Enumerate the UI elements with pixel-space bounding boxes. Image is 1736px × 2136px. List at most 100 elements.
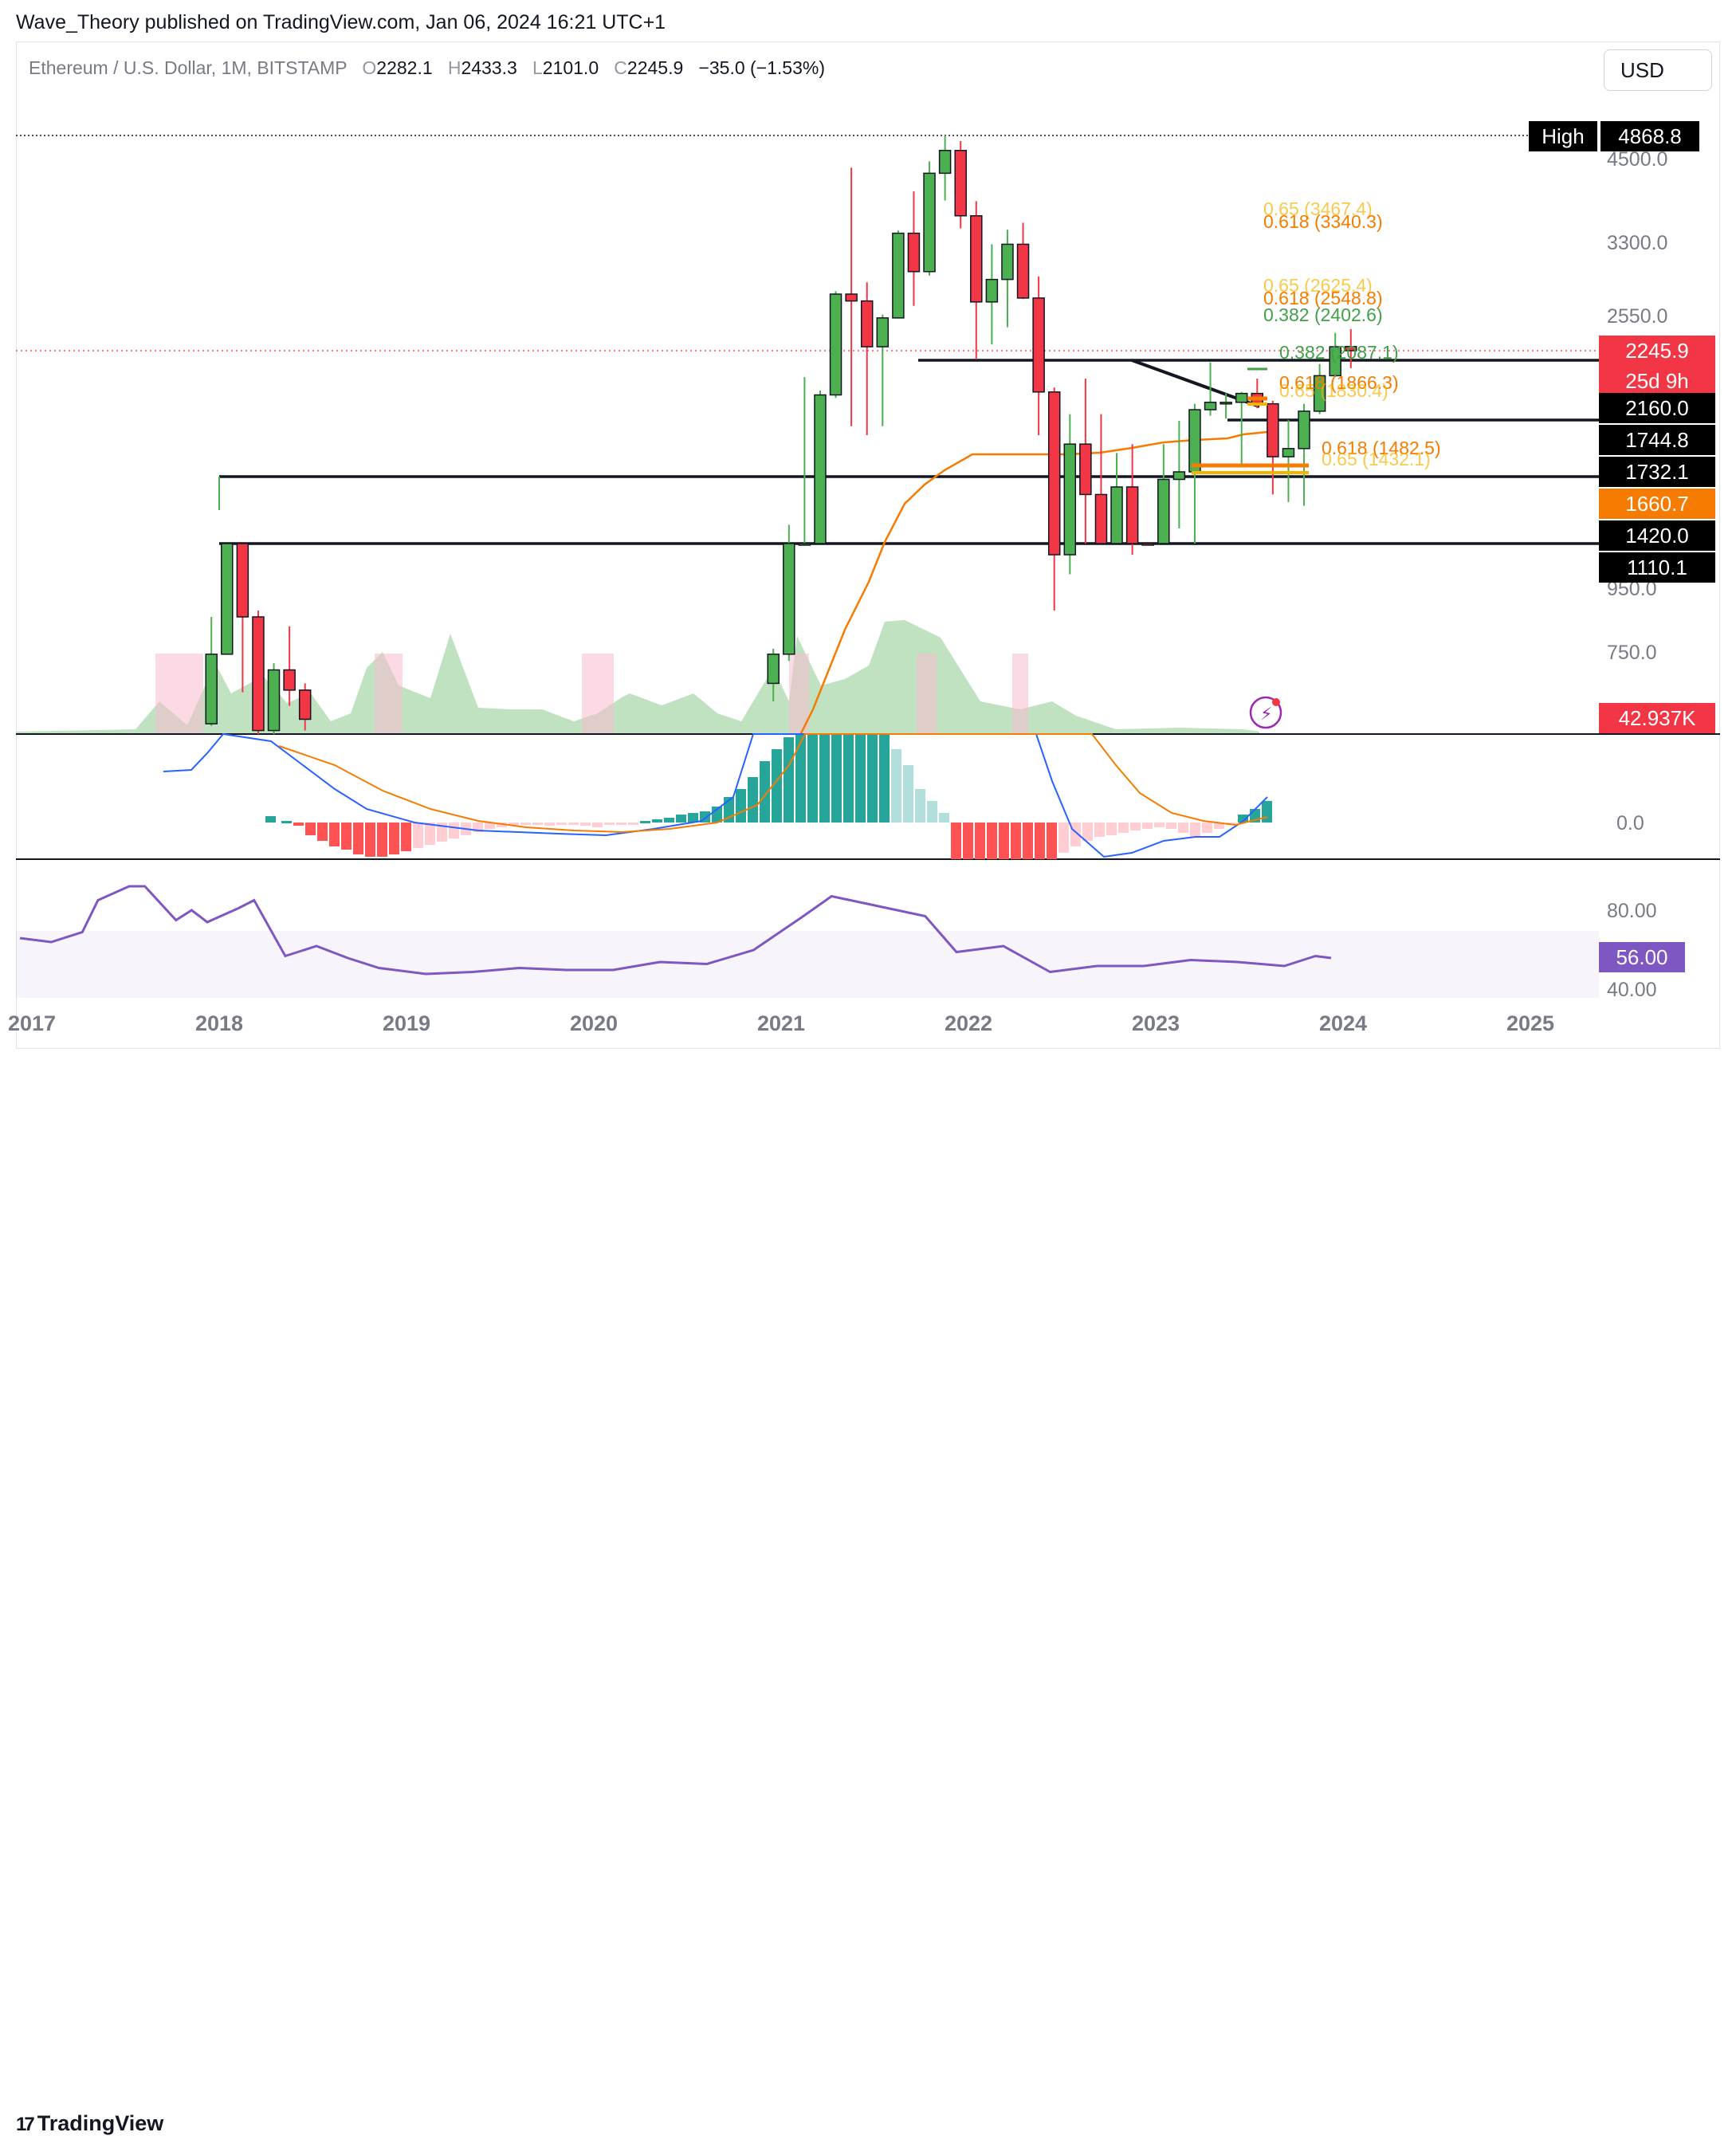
macd-histogram-bar bbox=[1011, 823, 1021, 859]
candle-body bbox=[1157, 478, 1170, 544]
price-badge-bg bbox=[1599, 552, 1715, 583]
macd-histogram-bar bbox=[819, 734, 830, 823]
candle-body bbox=[1001, 243, 1014, 281]
volume-area bbox=[16, 620, 1259, 734]
price-badge-countdown: 25d 9h bbox=[1625, 369, 1689, 393]
candle-body bbox=[1079, 443, 1092, 496]
volume-layer bbox=[16, 620, 1720, 735]
price-badge-text: 1420.0 bbox=[1625, 524, 1689, 548]
volume-down-shade bbox=[582, 654, 614, 734]
price-badge-text: 1110.1 bbox=[1627, 556, 1687, 579]
macd-histogram-bar bbox=[281, 821, 292, 823]
macd-histogram-bar bbox=[1214, 823, 1224, 829]
price-badge-bg bbox=[1599, 425, 1715, 455]
fib-label: 0.382 (2087.1) bbox=[1279, 342, 1399, 363]
macd-histogram-bar bbox=[1023, 823, 1033, 859]
candle-body bbox=[1220, 402, 1232, 405]
macd-histogram-bar bbox=[1118, 823, 1129, 833]
macd-histogram-bar bbox=[544, 823, 555, 826]
open-label: O bbox=[362, 57, 377, 78]
fib-label: 0.65 (1432.1) bbox=[1322, 449, 1431, 469]
time-tick-label: 2024 bbox=[1319, 1011, 1367, 1035]
macd-histogram-bar bbox=[987, 823, 997, 859]
price-tick-label: 3300.0 bbox=[1607, 232, 1667, 254]
candle-body bbox=[876, 317, 890, 347]
volume-down-shade bbox=[789, 654, 809, 734]
symbol-name: Ethereum / U.S. Dollar, 1M, BITSTAMP bbox=[29, 57, 348, 78]
macd-histogram-bar bbox=[1094, 823, 1105, 837]
macd-histogram-bar bbox=[449, 823, 459, 838]
high-badge-value-bg bbox=[1600, 121, 1699, 151]
price-badge-text: 1732.1 bbox=[1625, 460, 1689, 484]
candle-body bbox=[1298, 410, 1310, 450]
macd-histogram-bar bbox=[664, 818, 674, 823]
price-tick-label: 4500.0 bbox=[1607, 148, 1667, 171]
close-label: C bbox=[614, 57, 627, 78]
time-tick-label: 2018 bbox=[195, 1011, 243, 1035]
price-badge-text: 2245.9 bbox=[1625, 339, 1689, 363]
time-tick-label: 2017 bbox=[8, 1011, 56, 1035]
candle-body bbox=[1345, 346, 1357, 351]
macd-histogram-bar bbox=[1262, 801, 1272, 823]
macd-histogram-bar bbox=[353, 823, 363, 854]
symbol-legend: Ethereum / U.S. Dollar, 1M, BITSTAMP O22… bbox=[29, 57, 825, 79]
macd-histogram-bar bbox=[329, 823, 340, 846]
macd-histogram-bar bbox=[963, 823, 973, 859]
price-badge-text: 1660.7 bbox=[1625, 492, 1689, 516]
candle-body bbox=[1094, 493, 1108, 544]
high-label: H bbox=[447, 57, 461, 78]
macd-histogram-bar bbox=[377, 823, 387, 857]
price-badge-text: 1744.8 bbox=[1625, 428, 1689, 452]
macd-histogram-bar bbox=[628, 823, 638, 825]
macd-histogram-bar bbox=[891, 749, 901, 823]
macd-histogram-bar bbox=[760, 761, 770, 823]
candle-body bbox=[954, 150, 967, 217]
macd-histogram-bar bbox=[604, 823, 615, 825]
tradingview-logo-icon: 17 bbox=[16, 2114, 35, 2135]
fib-label: 0.618 (1866.3) bbox=[1279, 372, 1399, 393]
macd-histogram-bar bbox=[855, 734, 866, 823]
fib-label: 0.65 (3467.4) bbox=[1263, 198, 1373, 219]
low-value: 2101.0 bbox=[542, 57, 599, 78]
macd-histogram-bar bbox=[652, 819, 662, 823]
macd-histogram-bar bbox=[532, 823, 543, 825]
time-tick-label: 2025 bbox=[1506, 1011, 1554, 1035]
price-badge-bg bbox=[1599, 520, 1715, 551]
candle-body bbox=[798, 543, 811, 546]
macd-histogram-bar bbox=[1035, 823, 1045, 859]
time-tick-label: 2020 bbox=[570, 1011, 618, 1035]
candle-body bbox=[767, 654, 780, 685]
macd-histogram-bar bbox=[425, 823, 435, 845]
candle-body bbox=[1267, 402, 1279, 457]
macd-line bbox=[163, 732, 1268, 858]
macd-histogram-bar bbox=[317, 823, 328, 841]
candle-body bbox=[267, 669, 281, 732]
macd-histogram-bar bbox=[903, 765, 913, 823]
badge-layer: High 4868.8 2245.9 25d 9h 2160.0 1744.8 1732.1… bbox=[1529, 121, 1715, 972]
macd-histogram-bar bbox=[497, 823, 507, 827]
currency-selector[interactable]: USD bbox=[1604, 49, 1712, 91]
macd-histogram-bar bbox=[879, 734, 890, 823]
macd-histogram-bar bbox=[1130, 823, 1141, 830]
candle-body bbox=[1047, 391, 1061, 556]
fib-label: 0.618 (2548.8) bbox=[1263, 288, 1383, 308]
candle-body bbox=[283, 669, 296, 691]
macd-histogram-bar bbox=[867, 734, 878, 823]
candle-body bbox=[1125, 486, 1139, 544]
macd-histogram-bar bbox=[293, 823, 304, 826]
high-value: 2433.3 bbox=[461, 57, 517, 78]
candle-body bbox=[236, 543, 249, 618]
candle-body bbox=[923, 172, 936, 273]
chart-canvas[interactable]: 0.65 (3467.4)0.618 (3340.3) 0.65 (2625.4)… bbox=[0, 0, 1736, 1105]
macd-histogram-bar bbox=[915, 789, 925, 823]
macd-histogram-bar bbox=[1142, 823, 1153, 829]
volume-badge-bg bbox=[1599, 703, 1715, 733]
price-badge-bg bbox=[1599, 457, 1715, 487]
candle-body bbox=[1141, 543, 1154, 546]
tradingview-logo[interactable]: 17 TradingView bbox=[16, 2111, 163, 2136]
time-tick-label: 2021 bbox=[757, 1011, 805, 1035]
macd-histogram-bar bbox=[1154, 823, 1165, 827]
candle-body bbox=[298, 689, 312, 721]
macd-histogram-bar bbox=[1058, 823, 1069, 853]
price-badge-bg bbox=[1599, 489, 1715, 519]
